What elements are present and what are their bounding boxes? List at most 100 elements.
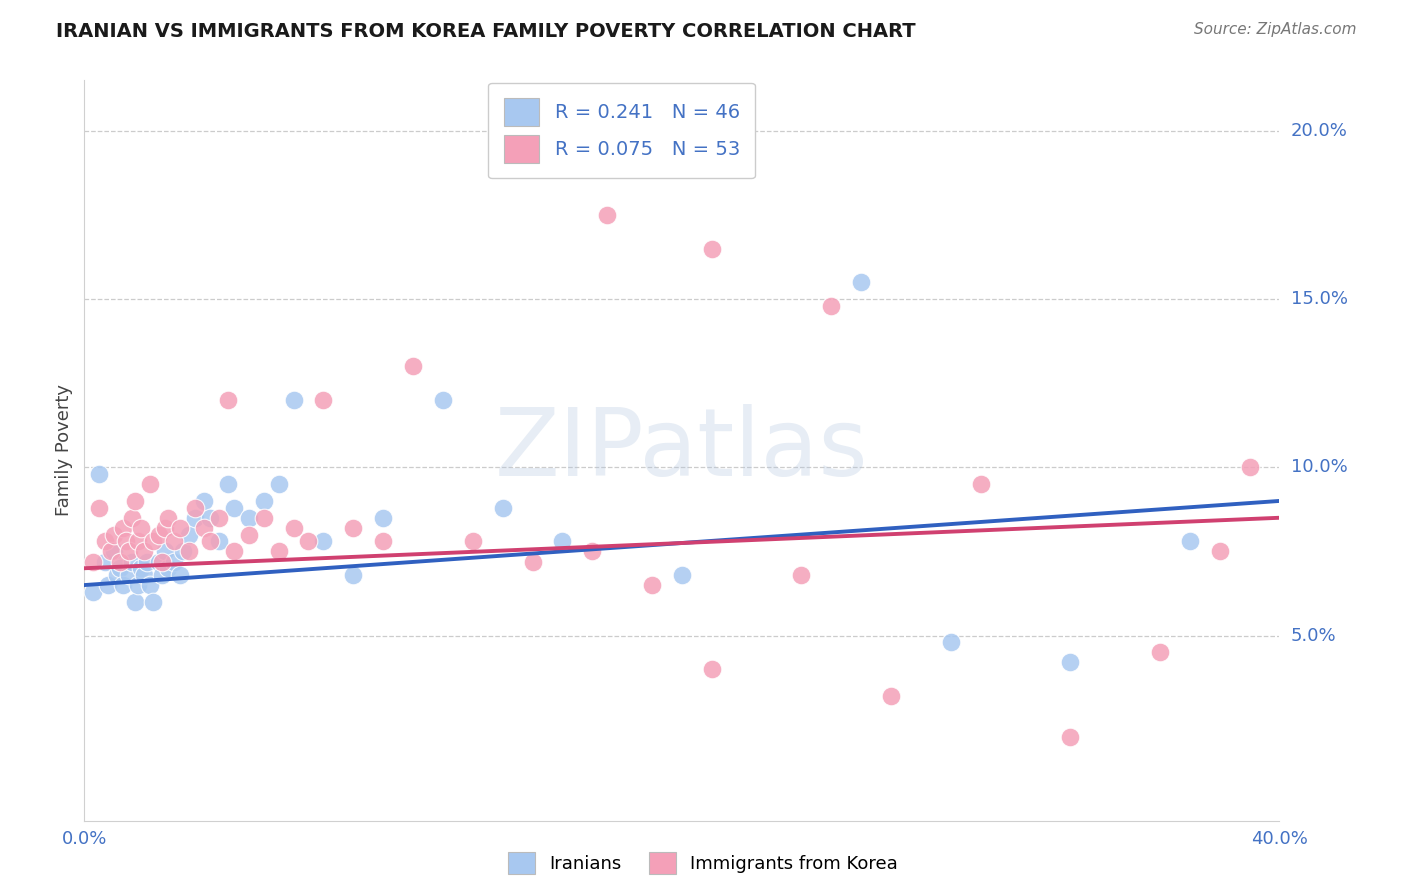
Point <box>153 544 176 558</box>
Point <box>105 568 128 582</box>
Point <box>100 544 122 558</box>
Point <box>432 392 454 407</box>
Point <box>103 527 125 541</box>
Text: Source: ZipAtlas.com: Source: ZipAtlas.com <box>1194 22 1357 37</box>
Point <box>253 494 276 508</box>
Point <box>283 392 305 407</box>
Point <box>217 477 239 491</box>
Point <box>402 359 425 374</box>
Point <box>522 554 544 569</box>
Point <box>150 554 173 569</box>
Point <box>222 500 245 515</box>
Point <box>169 521 191 535</box>
Point <box>129 521 152 535</box>
Point <box>253 510 276 524</box>
Point <box>461 534 484 549</box>
Point <box>217 392 239 407</box>
Text: 5.0%: 5.0% <box>1291 626 1336 645</box>
Point <box>139 578 162 592</box>
Point <box>94 534 117 549</box>
Point <box>118 544 141 558</box>
Point <box>142 534 165 549</box>
Point <box>163 534 186 549</box>
Point <box>238 527 260 541</box>
Point <box>124 494 146 508</box>
Point <box>283 521 305 535</box>
Legend: Iranians, Immigrants from Korea: Iranians, Immigrants from Korea <box>499 843 907 883</box>
Point <box>820 299 842 313</box>
Point <box>157 561 180 575</box>
Point <box>82 554 104 569</box>
Point <box>373 534 395 549</box>
Point <box>177 527 200 541</box>
Point <box>115 534 138 549</box>
Point <box>142 595 165 609</box>
Point <box>851 275 873 289</box>
Point <box>1059 656 1081 670</box>
Point <box>238 510 260 524</box>
Point <box>198 510 221 524</box>
Point <box>89 500 111 515</box>
Point <box>118 568 141 582</box>
Point <box>970 477 993 491</box>
Point <box>110 561 132 575</box>
Point <box>94 554 117 569</box>
Point <box>177 544 200 558</box>
Point <box>700 662 723 676</box>
Point <box>148 554 170 569</box>
Point <box>198 534 221 549</box>
Point <box>129 561 152 575</box>
Point <box>596 208 619 222</box>
Point <box>581 544 603 558</box>
Point <box>121 554 143 569</box>
Point <box>641 578 664 592</box>
Point <box>193 521 215 535</box>
Text: 20.0%: 20.0% <box>1291 122 1347 140</box>
Point <box>267 477 290 491</box>
Point <box>184 510 207 524</box>
Point <box>112 578 135 592</box>
Point <box>1209 544 1232 558</box>
Point <box>939 635 962 649</box>
Point <box>312 534 335 549</box>
Point <box>153 521 176 535</box>
Point <box>89 467 111 481</box>
Point <box>551 534 574 549</box>
Point <box>267 544 290 558</box>
Point <box>163 554 186 569</box>
Point <box>208 534 231 549</box>
Point <box>97 578 120 592</box>
Point <box>121 510 143 524</box>
Point <box>127 534 149 549</box>
Point <box>172 544 194 558</box>
Point <box>139 477 162 491</box>
Point <box>110 554 132 569</box>
Legend: R = 0.241   N = 46, R = 0.075   N = 53: R = 0.241 N = 46, R = 0.075 N = 53 <box>488 83 755 178</box>
Point <box>222 544 245 558</box>
Point <box>373 510 395 524</box>
Point <box>700 242 723 256</box>
Point <box>136 554 159 569</box>
Point <box>1239 460 1261 475</box>
Point <box>1059 730 1081 744</box>
Point <box>169 568 191 582</box>
Point <box>127 578 149 592</box>
Text: IRANIAN VS IMMIGRANTS FROM KOREA FAMILY POVERTY CORRELATION CHART: IRANIAN VS IMMIGRANTS FROM KOREA FAMILY … <box>56 22 915 41</box>
Point <box>82 584 104 599</box>
Y-axis label: Family Poverty: Family Poverty <box>55 384 73 516</box>
Text: 15.0%: 15.0% <box>1291 290 1347 308</box>
Point <box>790 568 813 582</box>
Point <box>312 392 335 407</box>
Point <box>132 568 156 582</box>
Point <box>297 534 319 549</box>
Point <box>208 510 231 524</box>
Point <box>880 689 903 703</box>
Point <box>157 510 180 524</box>
Point <box>148 527 170 541</box>
Point <box>184 500 207 515</box>
Text: ZIPatlas: ZIPatlas <box>495 404 869 497</box>
Point <box>1178 534 1201 549</box>
Point <box>112 521 135 535</box>
Point <box>132 544 156 558</box>
Point <box>1149 645 1171 659</box>
